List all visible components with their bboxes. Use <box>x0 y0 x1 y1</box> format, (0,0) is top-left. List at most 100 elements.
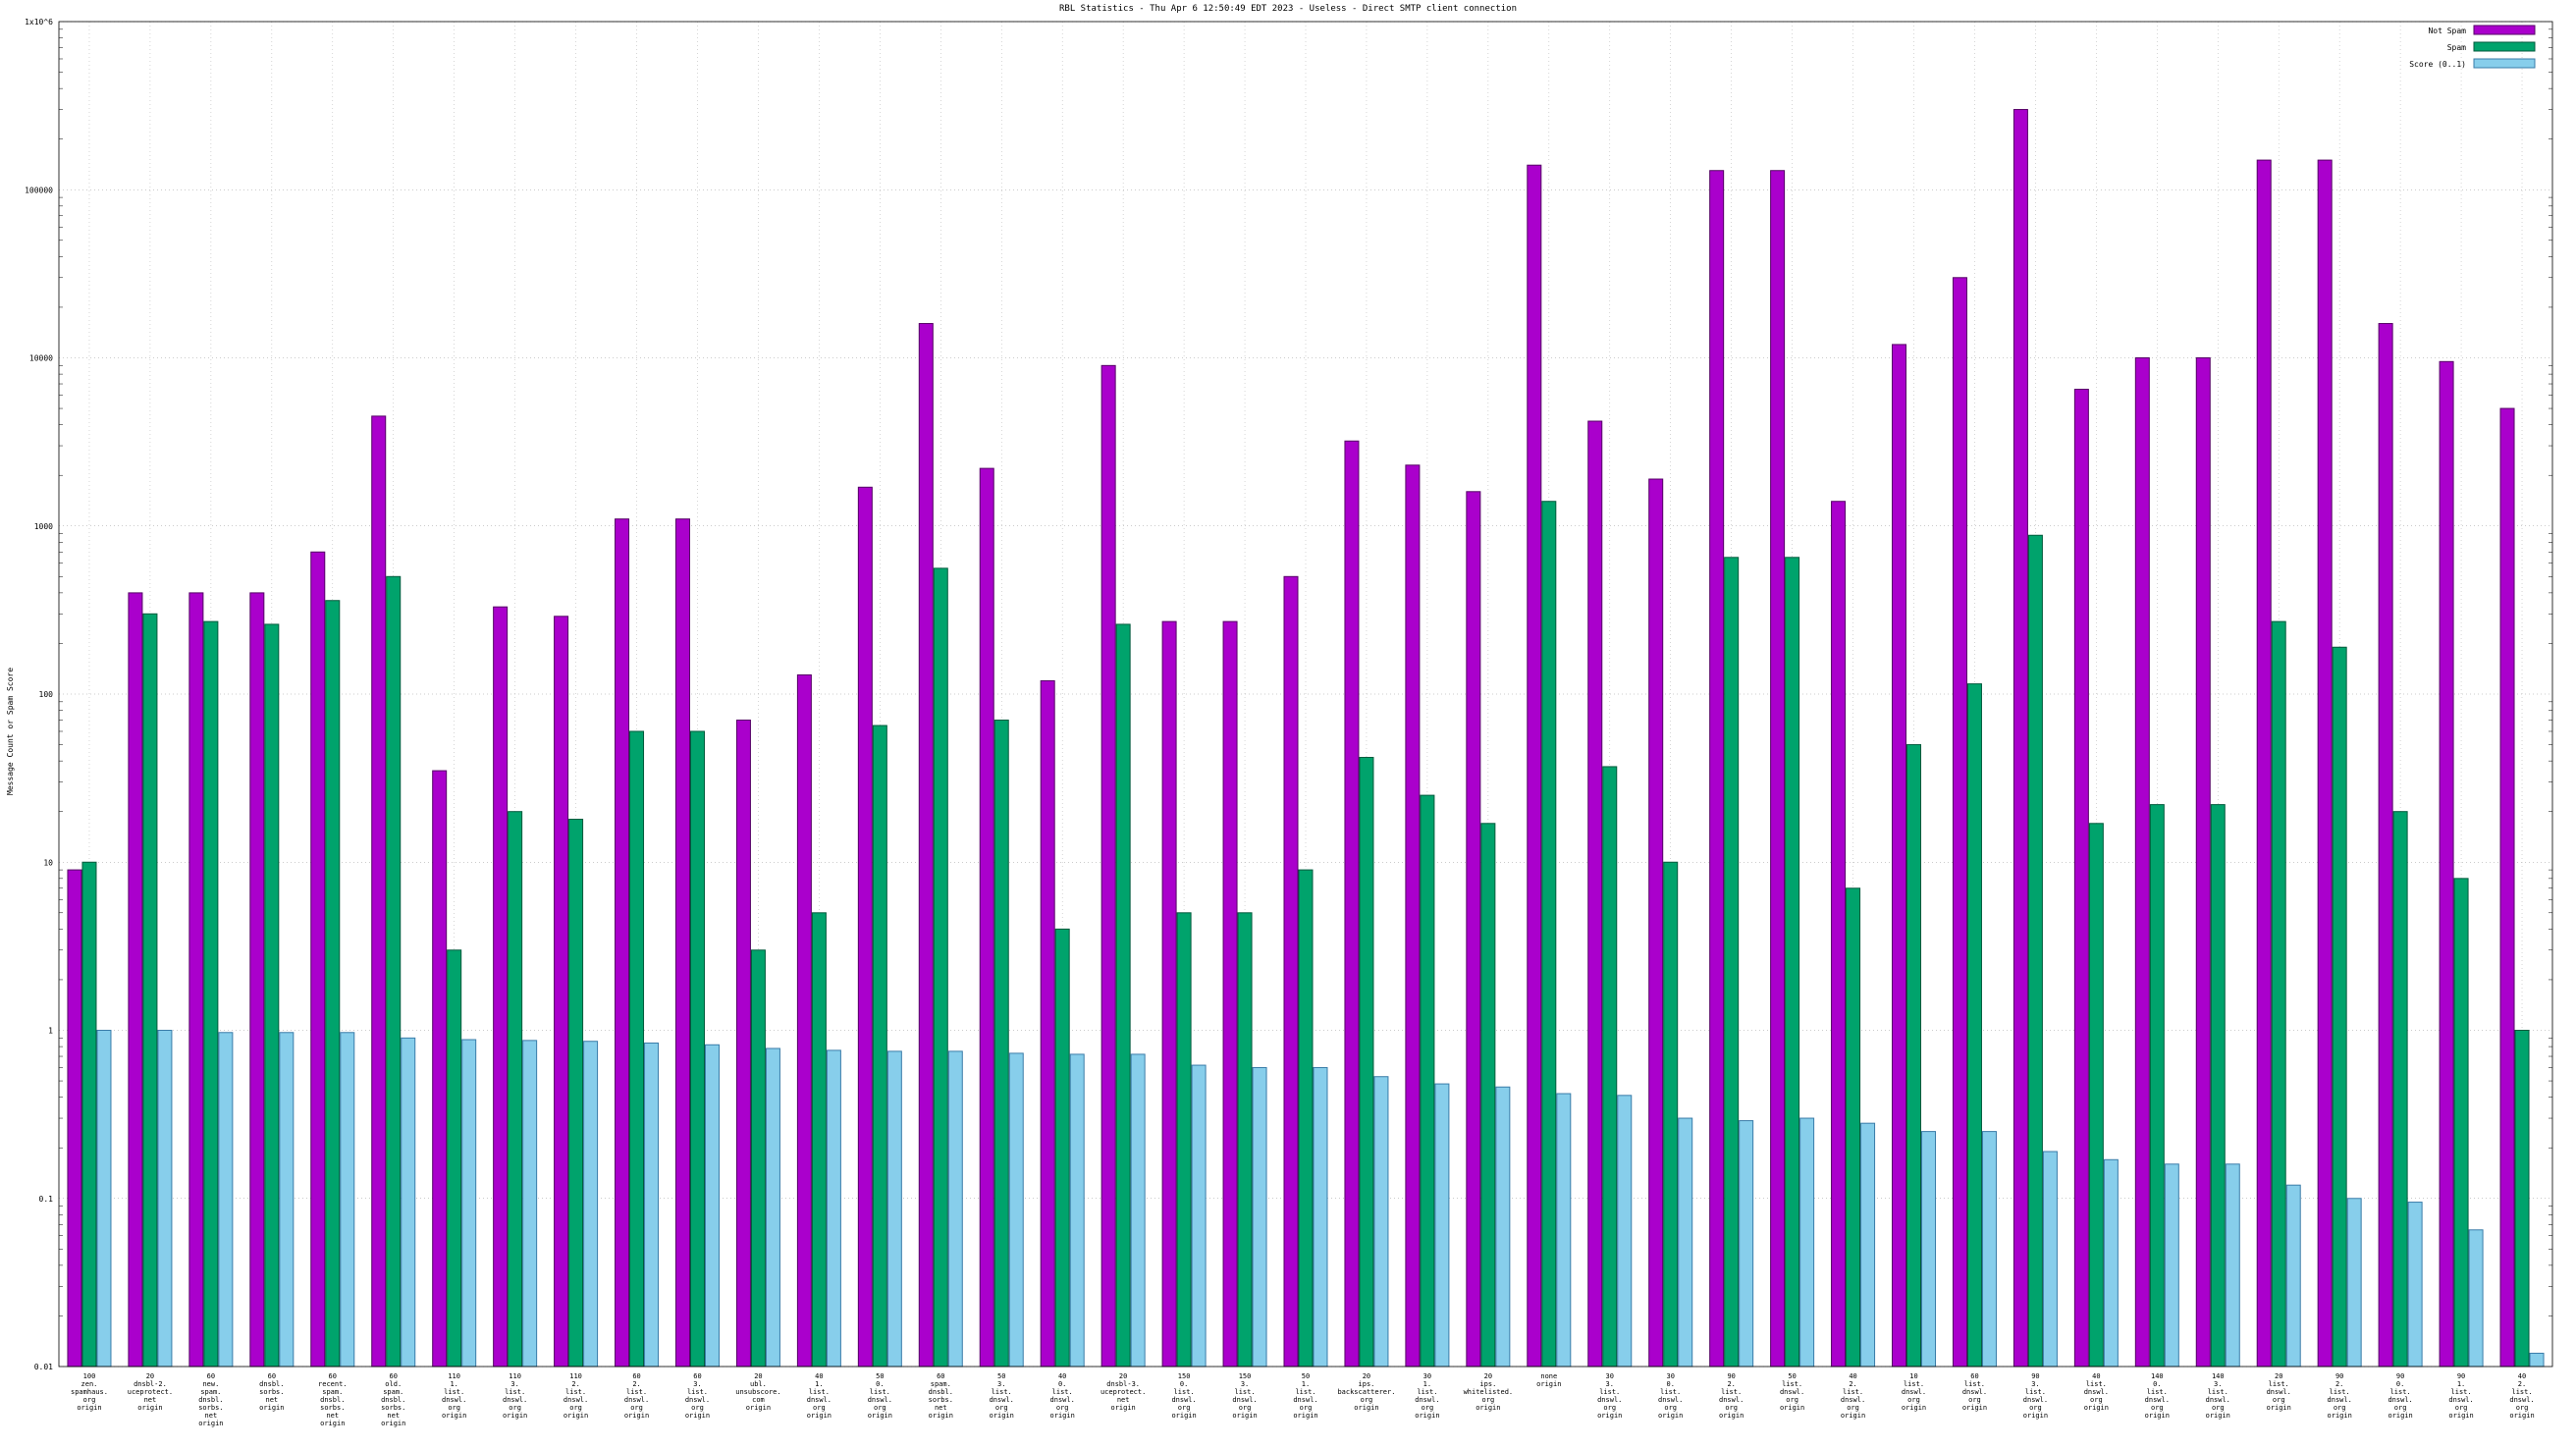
bar-spam-16 <box>1054 928 1070 1368</box>
x-category-label: net <box>205 1412 218 1420</box>
x-category-label: dnswl. <box>503 1396 527 1404</box>
bar-spam-31 <box>1966 683 1982 1368</box>
x-category-label: dnswl. <box>2206 1396 2230 1404</box>
bar-score-0-1--37 <box>2346 1198 2362 1368</box>
x-category-label: 0. <box>1666 1380 1674 1388</box>
bar-score-0-1--9 <box>644 1042 660 1368</box>
x-category-label: origin <box>1476 1404 1500 1412</box>
bar-score-0-1--22 <box>1434 1083 1450 1368</box>
x-category-label: dnswl. <box>685 1396 710 1404</box>
bar-not-spam-10 <box>674 518 690 1368</box>
x-category-label: ips. <box>1359 1380 1375 1388</box>
x-category-label: org <box>1056 1404 1069 1412</box>
x-category-label: com <box>752 1396 765 1404</box>
legend-label: Score (0..1) <box>2409 60 2466 69</box>
bar-score-0-1--34 <box>2164 1163 2179 1368</box>
x-category-label: dnsbl. <box>198 1396 223 1404</box>
x-category-label: org <box>83 1396 96 1404</box>
x-category-label: list. <box>1782 1380 1802 1388</box>
x-category-label: recent. <box>318 1380 348 1388</box>
bar-spam-40 <box>2514 1030 2530 1368</box>
x-category-label: origin <box>868 1412 892 1420</box>
x-category-label: org <box>813 1404 826 1412</box>
x-category-label: origin <box>2388 1412 2412 1420</box>
x-category-label: org <box>1603 1404 1616 1412</box>
y-tick-label: 1x10^6 <box>25 18 53 27</box>
x-category-label: 50 <box>876 1372 884 1380</box>
x-category-label: origin <box>2509 1412 2534 1420</box>
bar-score-0-1--4 <box>340 1032 355 1368</box>
x-category-label: dnswl. <box>868 1396 892 1404</box>
x-category-label: 1. <box>1423 1380 1431 1388</box>
x-category-label: 90 <box>2396 1372 2404 1380</box>
bar-spam-39 <box>2453 878 2469 1368</box>
x-category-label: 20 <box>754 1372 762 1380</box>
x-category-label: spam. <box>383 1388 403 1396</box>
x-category-label: 60 <box>937 1372 944 1380</box>
bar-spam-4 <box>325 600 341 1368</box>
x-category-label: org <box>995 1404 1008 1412</box>
bar-not-spam-24 <box>1527 164 1542 1368</box>
x-category-label: list. <box>870 1388 890 1396</box>
bar-spam-14 <box>933 567 948 1368</box>
bar-spam-26 <box>1663 861 1679 1368</box>
bar-score-0-1--30 <box>1921 1131 1937 1368</box>
x-category-label: org <box>1786 1396 1798 1404</box>
bar-not-spam-20 <box>1283 575 1299 1368</box>
bar-score-0-1--1 <box>157 1030 173 1368</box>
x-category-label: org <box>1847 1404 1859 1412</box>
bar-score-0-1--39 <box>2468 1229 2484 1368</box>
bar-score-0-1--0 <box>96 1030 112 1368</box>
y-tick-label: 0.1 <box>39 1195 54 1204</box>
x-category-label: 40 <box>1849 1372 1856 1380</box>
x-category-label: 2. <box>2518 1380 2526 1388</box>
x-category-label: 30 <box>1606 1372 1614 1380</box>
x-category-label: dnswl. <box>1050 1396 1075 1404</box>
x-category-label: sorbs. <box>381 1404 405 1412</box>
bar-not-spam-36 <box>2256 159 2272 1368</box>
bar-spam-36 <box>2271 620 2286 1368</box>
x-category-label: org <box>1907 1396 1920 1404</box>
bar-not-spam-4 <box>310 551 326 1368</box>
x-category-label: 3. <box>1606 1380 1614 1388</box>
x-category-label: list. <box>2330 1388 2350 1396</box>
x-category-label: list. <box>2208 1388 2228 1396</box>
x-category-label: net <box>326 1412 339 1420</box>
x-category-label: list. <box>2086 1380 2107 1388</box>
x-category-label: dnsbl-2. <box>134 1380 167 1388</box>
x-category-label: list. <box>687 1388 708 1396</box>
bar-not-spam-8 <box>554 616 569 1368</box>
x-category-label: org <box>1725 1404 1738 1412</box>
bar-score-0-1--27 <box>1739 1120 1754 1368</box>
x-category-label: org <box>874 1404 886 1412</box>
bar-score-0-1--20 <box>1313 1066 1328 1368</box>
y-tick-label: 100 <box>39 690 54 699</box>
bar-not-spam-1 <box>128 592 143 1368</box>
x-category-label: zen. <box>81 1380 98 1388</box>
bar-spam-19 <box>1237 912 1253 1368</box>
bar-score-0-1--23 <box>1495 1086 1511 1368</box>
x-category-label: sorbs. <box>320 1404 345 1412</box>
x-category-label: origin <box>1962 1404 1987 1412</box>
bar-score-0-1--18 <box>1191 1064 1207 1368</box>
bar-not-spam-15 <box>979 467 994 1368</box>
x-category-label: 60 <box>329 1372 337 1380</box>
x-category-label: 140 <box>2151 1372 2164 1380</box>
x-category-label: origin <box>381 1420 405 1427</box>
x-category-label: origin <box>807 1412 832 1420</box>
bar-not-spam-33 <box>2073 389 2089 1368</box>
y-tick-label: 10 <box>43 858 53 867</box>
x-category-label: origin <box>1415 1412 1439 1420</box>
bar-spam-10 <box>689 730 705 1368</box>
bar-not-spam-28 <box>1770 170 1786 1368</box>
x-category-label: spam. <box>322 1388 343 1396</box>
x-category-label: 50 <box>1788 1372 1796 1380</box>
bar-not-spam-39 <box>2439 360 2454 1368</box>
bar-score-0-1--3 <box>279 1032 295 1368</box>
x-category-label: origin <box>2328 1412 2352 1420</box>
x-category-label: org <box>1482 1396 1495 1404</box>
bar-spam-7 <box>508 811 523 1368</box>
chart-title: RBL Statistics - Thu Apr 6 12:50:49 EDT … <box>1059 4 1517 14</box>
bar-spam-33 <box>2088 823 2104 1368</box>
bar-spam-32 <box>2027 534 2043 1368</box>
